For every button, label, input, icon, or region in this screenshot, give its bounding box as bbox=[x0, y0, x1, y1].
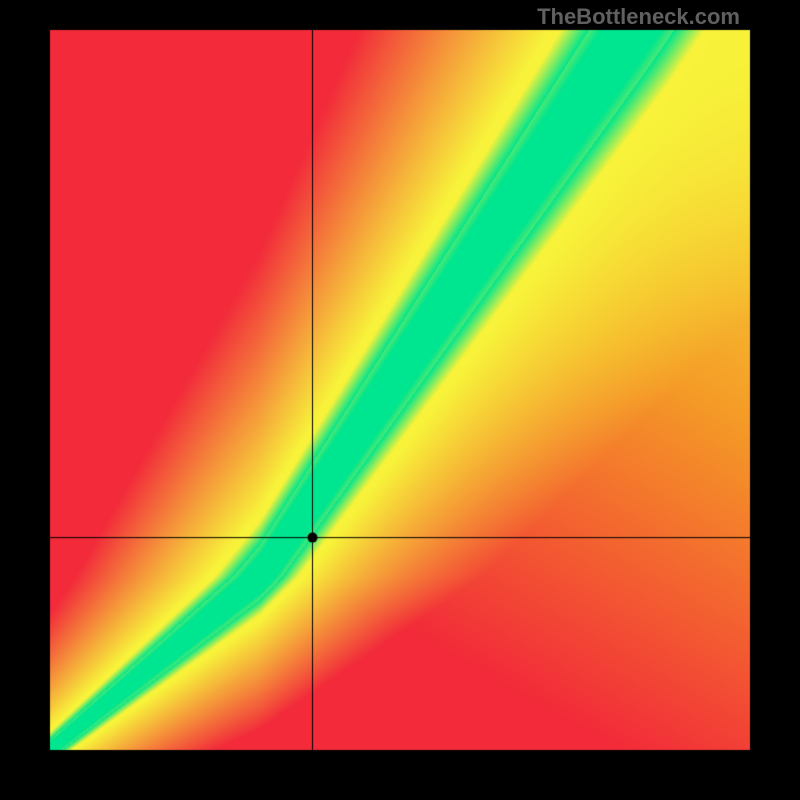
heatmap-canvas bbox=[0, 0, 800, 800]
chart-container: TheBottleneck.com bbox=[0, 0, 800, 800]
